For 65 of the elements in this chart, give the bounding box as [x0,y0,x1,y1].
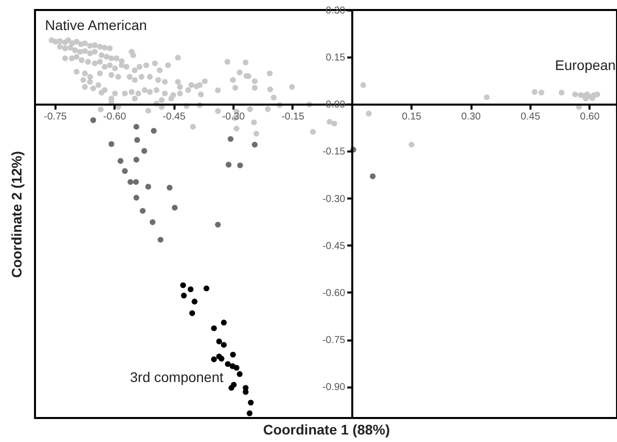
x-tick-label: 0.30 [461,112,482,123]
point [166,184,173,191]
point [172,204,178,211]
y-tick-label: -0.90 [322,382,346,394]
point [150,128,157,134]
point [180,282,186,288]
y-tick-label: 0.15 [326,52,346,64]
point [236,371,243,377]
point [118,158,124,164]
point [192,298,198,304]
point [211,325,217,332]
y-tick-label: -0.60 [322,288,346,299]
point [180,292,187,299]
point [224,361,231,367]
point [150,219,156,226]
point [133,156,140,163]
point [133,124,140,130]
x-tick-label: -0.15 [281,112,305,123]
x-tick-label: 0.60 [580,112,600,123]
x-tick-label: -0.30 [222,112,246,123]
point [252,142,258,148]
y-tick-label: -0.75 [322,335,346,346]
x-tick-label: -0.45 [162,112,186,123]
point [228,136,234,142]
x-tick-label: -0.75 [44,112,68,123]
point [108,141,114,147]
y-axis-title: Coordinate 2 (12%) [8,151,24,278]
point [220,320,227,326]
x-tick-label: 0.15 [402,112,422,123]
point [370,173,376,180]
point [237,162,243,168]
point [204,285,210,292]
point [230,352,236,358]
point [134,137,140,143]
point [141,148,148,154]
point [133,179,139,185]
point [216,338,222,344]
point [228,384,234,391]
x-axis-title: Coordinate 1 (88%) [263,422,390,438]
point [218,356,224,362]
point [234,364,240,371]
y-tick-label: -0.30 [322,194,346,205]
point [211,356,217,362]
y-tick-label: -0.15 [322,146,346,158]
point [122,168,128,174]
point [133,194,140,201]
annotation: 3rd component [130,369,224,385]
point [246,410,253,416]
point [242,389,249,395]
y-tick-label: -0.45 [322,240,346,252]
point [248,400,254,406]
point [226,162,232,168]
point [220,342,227,348]
point [158,236,164,243]
point [215,222,221,228]
point [189,310,196,316]
point [188,286,194,292]
point [128,179,134,185]
x-tick-label: 0.45 [520,112,541,123]
point [145,184,152,190]
annotation: Native American [45,17,147,33]
x-tick-label: -0.60 [103,112,127,123]
annotation: European [555,57,616,73]
point [90,117,96,124]
point [140,208,146,214]
